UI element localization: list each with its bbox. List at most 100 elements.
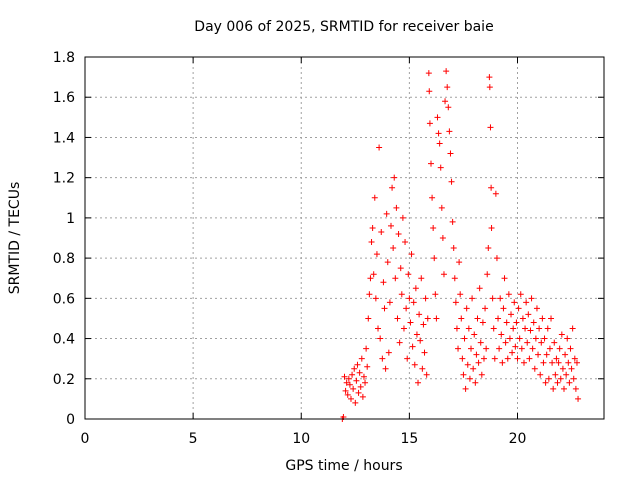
data-point bbox=[480, 355, 487, 362]
data-point bbox=[528, 295, 535, 302]
data-point bbox=[419, 365, 426, 372]
data-point bbox=[460, 371, 467, 378]
data-point bbox=[543, 351, 550, 358]
data-point bbox=[415, 379, 422, 386]
data-point bbox=[464, 361, 471, 368]
data-point bbox=[433, 315, 440, 322]
data-point bbox=[372, 295, 379, 302]
data-point bbox=[465, 325, 472, 332]
data-point bbox=[456, 259, 463, 266]
data-point bbox=[387, 222, 394, 229]
data-point bbox=[501, 275, 508, 282]
data-point bbox=[443, 68, 450, 75]
data-point bbox=[437, 164, 444, 171]
x-tick-label: 15 bbox=[400, 431, 418, 447]
data-point bbox=[560, 385, 567, 392]
data-point bbox=[430, 224, 437, 231]
data-point bbox=[475, 359, 482, 366]
data-point bbox=[406, 295, 413, 302]
data-point bbox=[400, 325, 407, 332]
data-point bbox=[525, 311, 532, 318]
data-point bbox=[448, 178, 455, 185]
data-point bbox=[565, 359, 572, 366]
axis-ticks bbox=[84, 56, 604, 420]
data-point bbox=[526, 355, 533, 362]
data-point bbox=[351, 365, 358, 372]
data-point bbox=[546, 345, 553, 352]
data-point bbox=[447, 150, 454, 157]
y-tick-label: 1 bbox=[66, 211, 75, 227]
data-point bbox=[424, 315, 431, 322]
data-point bbox=[556, 345, 563, 352]
data-point bbox=[488, 184, 495, 191]
data-point bbox=[559, 365, 566, 372]
data-point bbox=[536, 325, 543, 332]
data-point bbox=[438, 204, 445, 211]
grid bbox=[85, 57, 604, 419]
data-point bbox=[373, 251, 380, 258]
data-point bbox=[455, 345, 462, 352]
data-point bbox=[511, 299, 518, 306]
data-point bbox=[368, 239, 375, 246]
data-point bbox=[358, 355, 365, 362]
data-point bbox=[510, 325, 517, 332]
data-point bbox=[402, 239, 409, 246]
data-point bbox=[434, 114, 441, 121]
data-point bbox=[492, 190, 499, 197]
data-point bbox=[360, 373, 367, 380]
plot-frame bbox=[84, 56, 605, 420]
data-point bbox=[421, 349, 428, 356]
data-point bbox=[542, 379, 549, 386]
data-point bbox=[485, 245, 492, 252]
data-point bbox=[428, 160, 434, 167]
data-point bbox=[423, 371, 430, 378]
data-point bbox=[355, 389, 362, 396]
x-tick-labels: 0 5 10 15 20 bbox=[81, 431, 527, 447]
data-point bbox=[488, 224, 495, 231]
data-point bbox=[458, 315, 465, 322]
data-point bbox=[567, 345, 574, 352]
data-point bbox=[553, 355, 560, 362]
data-point bbox=[377, 335, 384, 342]
data-point bbox=[571, 355, 578, 362]
y-tick-label: 1.8 bbox=[53, 50, 75, 66]
data-point bbox=[397, 265, 404, 272]
data-point bbox=[439, 235, 446, 241]
data-point bbox=[509, 349, 516, 356]
data-point bbox=[410, 299, 417, 306]
data-point bbox=[515, 305, 522, 312]
data-point bbox=[524, 339, 531, 346]
data-point bbox=[502, 339, 509, 346]
data-point bbox=[512, 343, 519, 350]
data-point bbox=[489, 295, 496, 302]
data-point bbox=[527, 327, 534, 334]
data-point bbox=[396, 339, 403, 346]
x-tick-label: 10 bbox=[292, 431, 310, 447]
data-point bbox=[540, 359, 547, 366]
data-point bbox=[371, 194, 378, 201]
data-point bbox=[346, 381, 353, 388]
data-point bbox=[519, 315, 526, 322]
y-tick-label: 1.6 bbox=[53, 90, 75, 106]
data-point bbox=[557, 375, 564, 382]
data-point bbox=[429, 194, 436, 201]
data-point bbox=[369, 224, 376, 231]
data-point bbox=[476, 285, 483, 292]
data-point bbox=[344, 391, 351, 398]
data-point bbox=[555, 359, 562, 366]
data-point bbox=[395, 230, 402, 237]
data-point bbox=[473, 351, 480, 358]
data-point bbox=[545, 375, 552, 382]
data-point bbox=[563, 371, 570, 378]
data-point bbox=[468, 345, 475, 352]
data-point bbox=[347, 395, 354, 402]
data-point bbox=[537, 371, 544, 378]
data-point bbox=[416, 311, 423, 318]
data-point bbox=[551, 339, 558, 346]
data-point bbox=[466, 375, 473, 382]
data-point bbox=[523, 299, 530, 306]
data-point bbox=[411, 361, 418, 368]
y-tick-label: 0 bbox=[66, 412, 75, 428]
data-point bbox=[362, 379, 369, 386]
